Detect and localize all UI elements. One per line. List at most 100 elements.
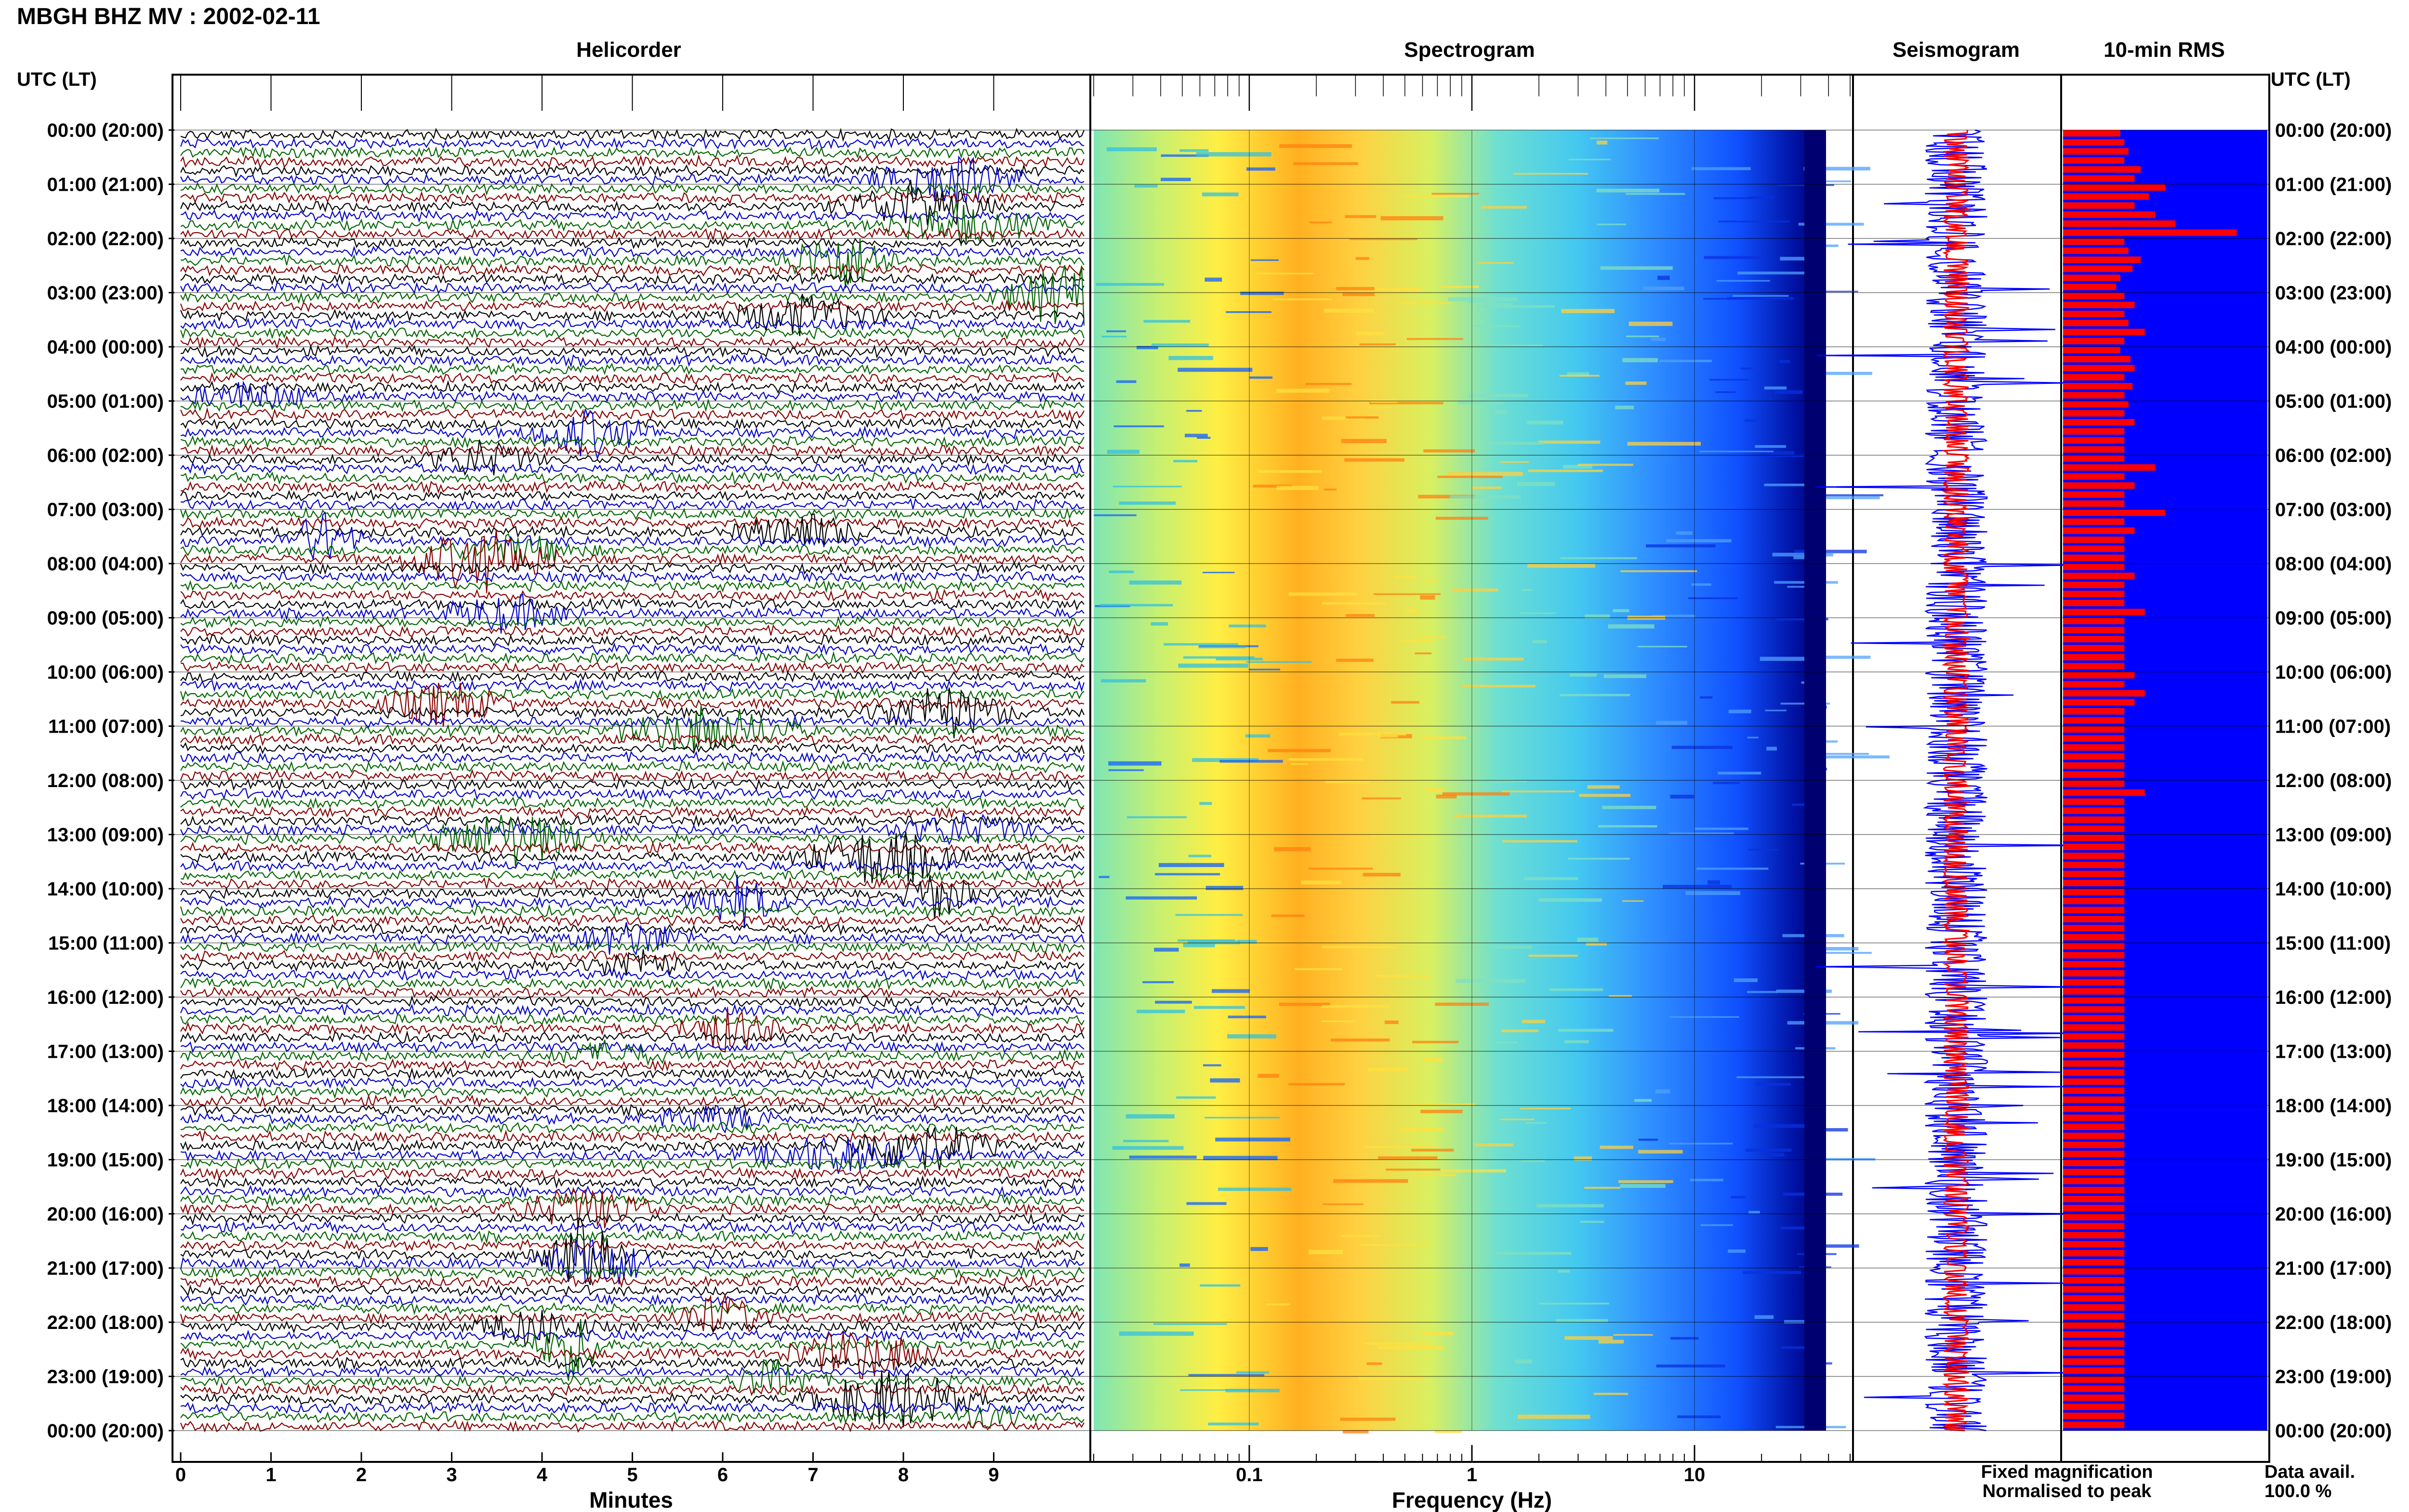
rms-bar <box>2063 1304 2125 1311</box>
rms-bar <box>2063 816 2125 823</box>
spectrogram-streak <box>1538 898 1602 902</box>
rms-bar <box>2063 933 2125 941</box>
hour-label-left: 11:00 (07:00) <box>48 716 164 737</box>
spectrogram-streak <box>1435 516 1488 520</box>
spectrogram-streak <box>1669 1016 1739 1018</box>
helicorder-trace-line <box>180 417 1085 431</box>
spectrogram-streak <box>1600 1145 1633 1149</box>
spectrogram-streak <box>1457 400 1504 405</box>
spectrogram-streak <box>1236 1371 1269 1374</box>
spectrogram-streak <box>1563 464 1592 469</box>
helicorder-trace-line <box>180 760 1085 774</box>
spectrogram-streak <box>1637 645 1687 647</box>
rms-bar <box>2063 311 2125 317</box>
spectrogram-streak <box>1202 192 1239 197</box>
helicorder-title: Helicorder <box>576 38 681 62</box>
spectrogram-streak <box>1713 782 1740 784</box>
rms-bar <box>2063 1241 2125 1248</box>
helicorder-trace-line <box>180 1103 1085 1118</box>
spectrogram-streak <box>1219 760 1283 763</box>
spectrogram-streak <box>1185 434 1208 437</box>
hour-label-left: 08:00 (04:00) <box>47 553 164 575</box>
rms-bar <box>2063 600 2125 606</box>
spectrogram-streak <box>1175 914 1243 916</box>
spectrogram-streak <box>1772 552 1833 557</box>
spectrogram-streak <box>1245 734 1271 738</box>
spectrogram-streak <box>1164 643 1238 646</box>
helicorder-trace-line <box>180 506 1085 521</box>
rms-bar <box>2063 139 2125 146</box>
helicorder-trace-line <box>180 1310 1085 1348</box>
helicorder-trace-line <box>180 1294 1085 1333</box>
spectrogram-streak <box>1626 335 1659 338</box>
spectrogram-streak <box>1760 657 1812 661</box>
rms-bar <box>2063 1033 2125 1040</box>
spectrogram-streak <box>1728 710 1751 713</box>
spectrogram-streak <box>1204 277 1222 282</box>
spectrogram-streak <box>1728 1249 1746 1253</box>
minute-ticks: 0 1 2 3 4 5 6 7 8 9 <box>175 75 999 1486</box>
helicorder-trace-line <box>180 977 1085 991</box>
spectrogram-streak <box>1151 622 1168 626</box>
spectrogram-streak <box>1657 276 1670 280</box>
spectrogram-streak <box>1513 173 1588 175</box>
hour-label-right: 04:00 (00:00) <box>2275 337 2392 358</box>
helicorder-trace-line <box>180 651 1085 665</box>
spectrogram-streak <box>1321 1020 1355 1023</box>
helicorder-trace-line <box>180 815 1085 867</box>
spectrogram-streak <box>1461 684 1535 687</box>
hour-label-right: 16:00 (12:00) <box>2275 987 2392 1008</box>
rms-bar <box>2063 564 2125 570</box>
spectrogram-streak <box>1415 652 1432 655</box>
rms-bar <box>2063 789 2145 796</box>
spectrogram-streak <box>1765 710 1787 711</box>
spectrogram-streak <box>1493 410 1507 415</box>
spectrogram-streak <box>1469 394 1528 397</box>
spectrogram-streak <box>1600 266 1673 270</box>
spectrogram-streak <box>1776 989 1832 993</box>
spectrogram-streak <box>1813 496 1880 500</box>
spectrogram-streak <box>1574 1156 1592 1161</box>
spectrogram-streak <box>1740 368 1753 370</box>
helicorder-trace-line <box>180 687 1085 702</box>
spectrogram-streak <box>1238 940 1257 944</box>
hour-label-right: 18:00 (14:00) <box>2275 1095 2392 1117</box>
helicorder-trace-line <box>180 868 1085 882</box>
minute-tick-label: 8 <box>898 1464 909 1486</box>
spectrogram-streak <box>1253 485 1292 488</box>
spectrogram-streak <box>1288 1083 1345 1086</box>
spectrogram-streak <box>1655 721 1688 725</box>
helicorder-trace-line <box>180 1365 1085 1378</box>
spectrogram-streak <box>1745 419 1756 422</box>
spectrogram-streak <box>1804 1158 1876 1161</box>
spectrogram-streak <box>1634 1099 1652 1102</box>
rms-bar <box>2063 365 2135 371</box>
hour-label-right: 21:00 (17:00) <box>2275 1258 2392 1279</box>
rms-bar <box>2063 889 2125 895</box>
spectrogram-streak <box>1755 445 1786 448</box>
rms-bar <box>2063 1331 2125 1338</box>
spectrogram-streak <box>1183 656 1255 659</box>
data-avail-label: Data avail. <box>2264 1462 2355 1482</box>
rms-bar <box>2063 1159 2125 1166</box>
spectrogram-streak <box>1520 612 1556 614</box>
helicorder-trace-line <box>180 1013 1085 1026</box>
hour-label-left: 00:00 (20:00) <box>47 120 164 141</box>
spectrogram-streak <box>1412 1040 1459 1043</box>
spectrogram-streak <box>1143 320 1191 323</box>
spectrogram-streak <box>1378 1345 1444 1350</box>
hour-label-right: 03:00 (23:00) <box>2275 283 2392 304</box>
rms-bar <box>2063 997 2125 1004</box>
rms-bar <box>2063 419 2135 426</box>
helicorder-trace-line <box>180 137 1085 150</box>
helicorder-trace-line <box>180 327 1085 340</box>
spectrogram-streak <box>1691 167 1751 171</box>
spectrogram-streak <box>1453 815 1527 818</box>
spectrogram-streak <box>1761 451 1795 455</box>
spectrogram-streak <box>1685 891 1740 895</box>
rms-bar <box>2063 1250 2125 1257</box>
spectrogram-streak <box>1119 1331 1194 1336</box>
rms-bar <box>2063 581 2125 588</box>
minute-tick-label: 4 <box>537 1464 548 1486</box>
